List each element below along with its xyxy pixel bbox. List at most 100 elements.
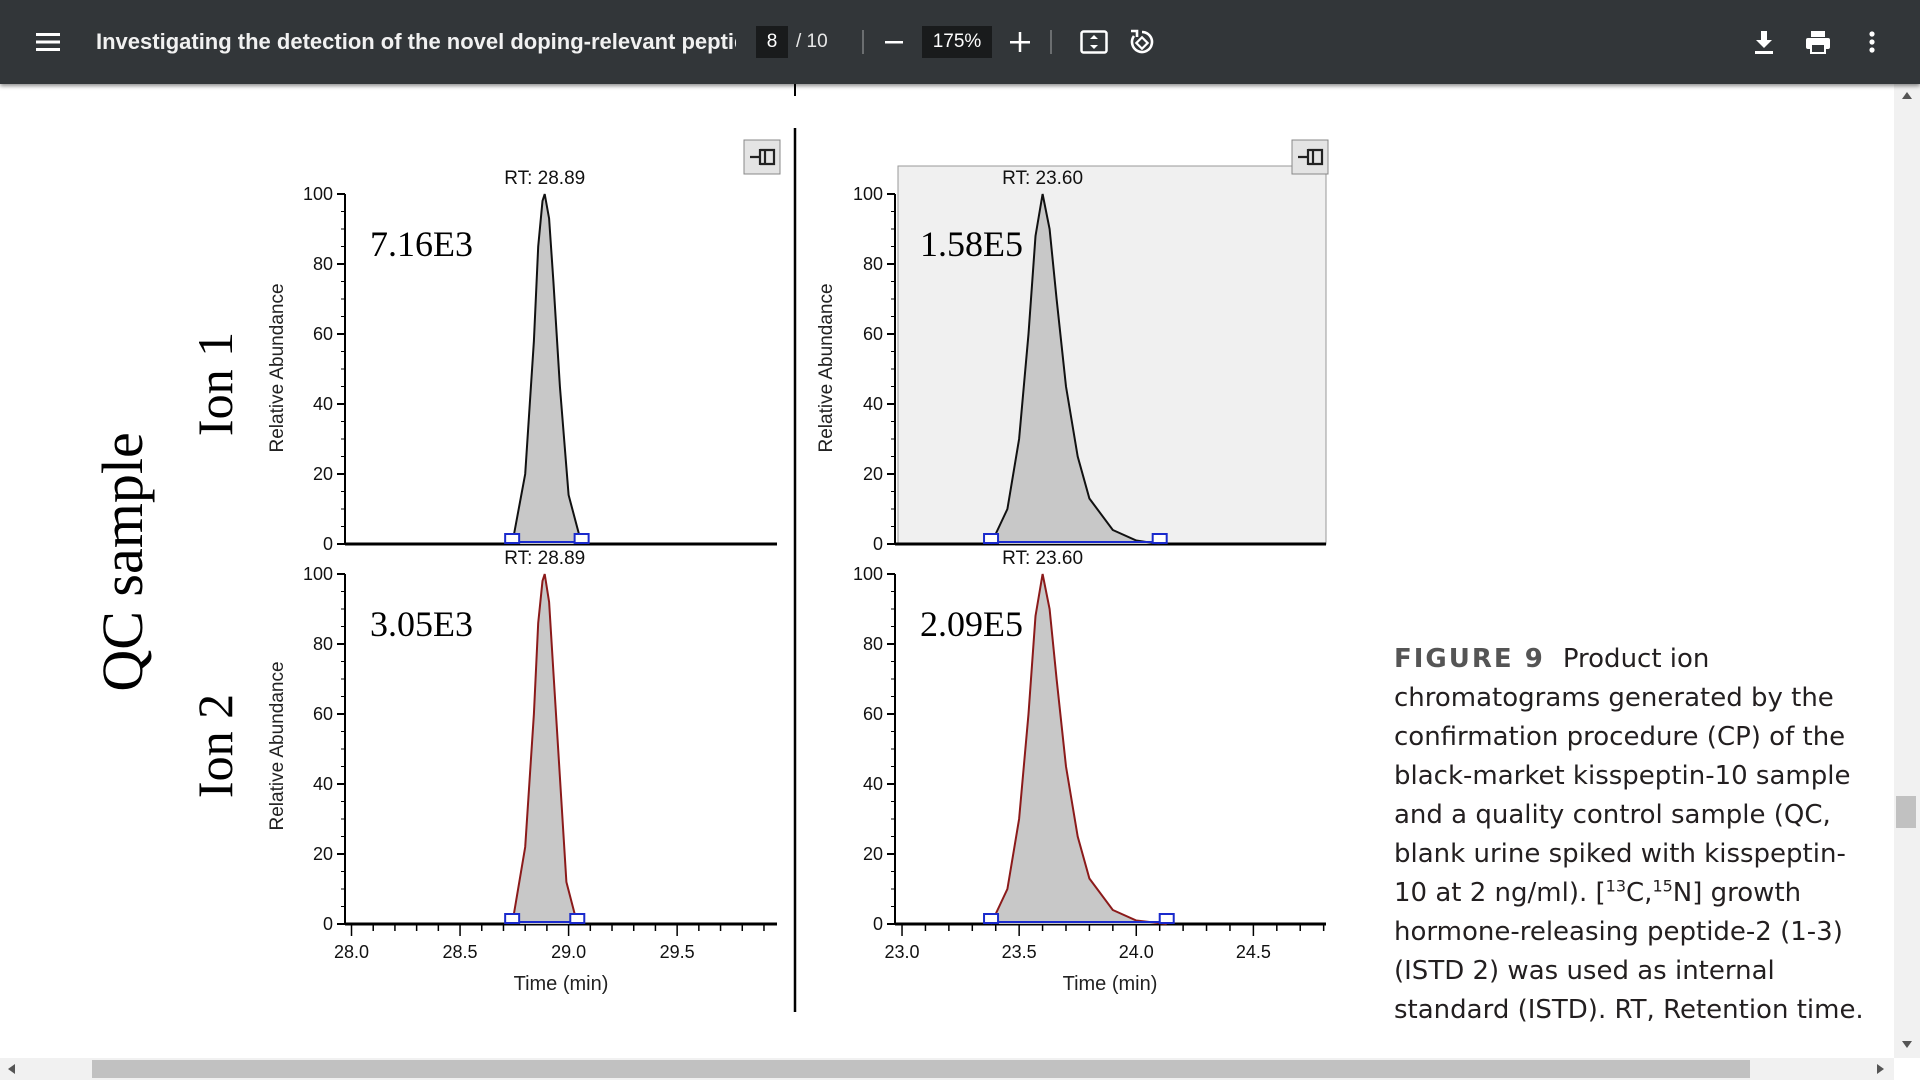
fit-page-button[interactable] — [1074, 22, 1114, 62]
y-tick-label: 0 — [873, 534, 883, 554]
y-tick-label: 40 — [863, 394, 883, 414]
scroll-left-icon[interactable] — [6, 1063, 16, 1075]
integration-start-marker — [504, 913, 521, 924]
isotope-symbol-c: C, — [1626, 878, 1653, 908]
menu-icon — [36, 33, 60, 51]
sample-label: QC sample — [90, 432, 155, 691]
selected-panel-background — [897, 165, 1327, 545]
y-tick-label: 100 — [853, 184, 883, 204]
y-tick-label: 60 — [313, 704, 333, 724]
scroll-right-icon[interactable] — [1876, 1063, 1886, 1075]
more-options-button[interactable] — [1852, 22, 1892, 62]
x-tick-label: 28.0 — [334, 942, 369, 962]
page-total: / 10 — [796, 31, 828, 52]
y-tick-label: 80 — [313, 254, 333, 274]
rotate-button[interactable] — [1122, 22, 1162, 62]
integration-start-marker — [983, 913, 1000, 924]
zoom-level-input[interactable]: 175% — [922, 26, 992, 58]
y-tick-label: 0 — [873, 914, 883, 934]
peak-trace — [511, 573, 579, 925]
y-axis-label: Relative Abundance — [267, 661, 288, 830]
zoom-in-icon — [1010, 32, 1030, 52]
integration-end-marker — [569, 913, 586, 924]
intensity-label: 1.58E5 — [920, 224, 1023, 264]
more-options-icon — [1869, 31, 1875, 53]
y-tick-label: 100 — [853, 564, 883, 584]
y-tick-label: 100 — [303, 184, 333, 204]
intensity-label: 3.05E3 — [370, 604, 473, 644]
menu-button[interactable] — [28, 22, 68, 62]
chromatogram-panel-1: 0 20 40 60 80 100 RT: 28.89 7.16E3 — [303, 168, 777, 554]
y-tick-label: 20 — [863, 844, 883, 864]
y-axis-label: Relative Abundance — [816, 283, 837, 452]
print-button[interactable] — [1798, 22, 1838, 62]
y-tick-label: 60 — [863, 704, 883, 724]
retention-time-label: RT: 28.89 — [504, 548, 585, 569]
pin-icon — [750, 148, 776, 166]
intensity-label: 2.09E5 — [920, 604, 1023, 644]
vertical-scrollbar[interactable] — [1894, 84, 1920, 1058]
toolbar-divider — [1050, 30, 1052, 54]
integration-start-marker — [983, 533, 1000, 544]
zoom-out-button[interactable] — [876, 22, 912, 62]
x-tick-label: 24.0 — [1119, 942, 1154, 962]
x-tick-label: 23.5 — [1002, 942, 1037, 962]
caption-text: Product ion chromatograms generated by t… — [1394, 644, 1851, 908]
x-axis-label: Time (min) — [514, 973, 609, 995]
y-tick-label: 0 — [323, 914, 333, 934]
pin-button[interactable] — [1291, 139, 1329, 175]
y-tick-label: 20 — [313, 844, 333, 864]
peak-area — [512, 194, 582, 544]
retention-time-label: RT: 23.60 — [1002, 168, 1083, 189]
y-tick-label: 40 — [313, 774, 333, 794]
print-icon — [1806, 31, 1830, 54]
page-number-input[interactable]: 8 — [756, 26, 788, 58]
fit-page-icon — [1080, 30, 1108, 54]
rotate-icon — [1130, 29, 1154, 54]
zoom-out-icon — [885, 41, 903, 44]
integration-end-marker — [1158, 913, 1175, 924]
isotope-mass-n: 15 — [1652, 876, 1673, 896]
y-axis-label: Relative Abundance — [267, 283, 288, 452]
integration-end-marker — [1151, 533, 1168, 544]
chromatogram-panel-2: 0 20 40 60 80 100 RT: 23.60 1.58E5 — [853, 168, 1326, 554]
peak-area — [512, 574, 578, 924]
pdf-toolbar: Investigating the detection of the novel… — [0, 0, 1920, 84]
x-tick-label: 29.5 — [660, 942, 695, 962]
pin-icon — [1298, 148, 1324, 166]
horizontal-scroll-thumb[interactable] — [92, 1060, 1750, 1078]
isotope-mass-c: 13 — [1605, 876, 1627, 896]
y-tick-label: 80 — [313, 634, 333, 654]
zoom-in-button[interactable] — [1002, 22, 1038, 62]
peak-trace — [990, 193, 1160, 545]
peak-trace — [511, 193, 583, 545]
figure-9-chromatograms: QC sample Ion 1 Ion 2 Relative Abundance… — [90, 84, 1329, 1012]
integration-start-marker — [504, 533, 521, 544]
row-label-ion-1: Ion 1 — [187, 332, 243, 436]
y-tick-label: 80 — [863, 254, 883, 274]
y-tick-label: 20 — [313, 464, 333, 484]
peak-area — [991, 574, 1167, 924]
y-tick-label: 60 — [313, 324, 333, 344]
x-tick-label: 28.5 — [443, 942, 478, 962]
integration-end-marker — [573, 533, 590, 544]
scroll-up-icon[interactable] — [1901, 90, 1913, 100]
document-title: Investigating the detection of the novel… — [96, 29, 736, 54]
download-button[interactable] — [1744, 22, 1784, 62]
x-axis-label: Time (min) — [1063, 973, 1158, 995]
y-tick-label: 80 — [863, 634, 883, 654]
y-tick-label: 0 — [323, 534, 333, 554]
download-icon — [1755, 31, 1773, 54]
pin-button[interactable] — [743, 139, 781, 175]
figure-caption: FIGURE 9 Product ion chromatograms genera… — [1394, 640, 1874, 1030]
scroll-down-icon[interactable] — [1901, 1040, 1913, 1050]
retention-time-label: RT: 28.89 — [504, 168, 585, 189]
chromatogram-panel-3: 0 20 40 60 80 100 28.0 28.5 29.0 29.5 RT: 28.89 3.0… — [303, 548, 777, 962]
y-tick-label: 60 — [863, 324, 883, 344]
retention-time-label: RT: 23.60 — [1002, 548, 1083, 569]
x-tick-label: 23.0 — [885, 942, 920, 962]
row-label-ion-2: Ion 2 — [187, 694, 243, 798]
chromatogram-panel-4: 0 20 40 60 80 100 23.0 23.5 24.0 24.5 RT: 23.60 2.0… — [853, 548, 1326, 962]
y-tick-label: 100 — [303, 564, 333, 584]
vertical-scroll-thumb[interactable] — [1896, 796, 1916, 828]
